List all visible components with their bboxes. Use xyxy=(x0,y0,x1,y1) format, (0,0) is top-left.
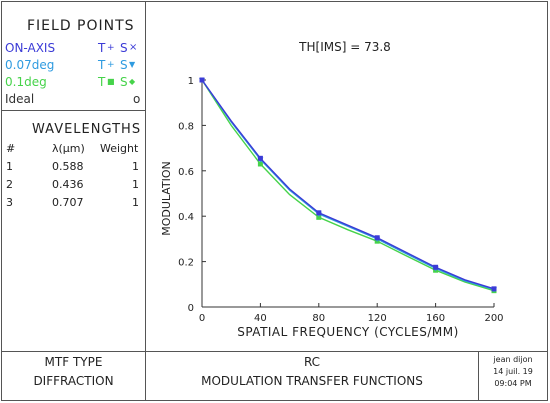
design-name: RC xyxy=(303,355,321,369)
y-tick-label: 0 xyxy=(188,303,194,314)
series-point-2 xyxy=(316,214,322,220)
wavelength-row-weight: 1 xyxy=(132,196,139,209)
wavelength-row-lambda: 0.436 xyxy=(52,178,84,191)
y-tick-label: 0.6 xyxy=(178,167,194,178)
legend-label-on-axis: ON-AXIS xyxy=(5,41,56,55)
legend-s-0-1deg: S xyxy=(120,75,128,89)
series-point-0 xyxy=(316,210,322,216)
legend-s-0-07deg: S xyxy=(120,58,128,72)
legend-s-marker-0-07deg: ▼ xyxy=(129,60,136,69)
wavelengths-col-num: # xyxy=(6,142,16,155)
x-tick-label: 200 xyxy=(484,313,503,324)
y-tick-label: 1 xyxy=(188,76,194,87)
series-point-2 xyxy=(257,161,263,167)
x-tick-label: 0 xyxy=(199,313,205,324)
footer-date: 14 juil. 19 xyxy=(493,367,533,376)
footer-user: jean dijon xyxy=(493,355,533,364)
y-tick-label: 0.8 xyxy=(178,121,194,132)
series-point-0 xyxy=(433,264,439,270)
series-line-0 xyxy=(201,79,495,290)
legend-t-on-axis: T xyxy=(98,41,106,55)
mtf-type-label: MTF TYPE xyxy=(44,355,103,369)
series-point-0 xyxy=(374,235,380,241)
legend-label-0-1deg: 0.1deg xyxy=(5,75,47,89)
x-axis-label: SPATIAL FREQUENCY (CYCLES/MM) xyxy=(237,325,459,339)
series-line-2 xyxy=(201,79,495,292)
field-points-box xyxy=(1,1,146,111)
x-tick-label: 120 xyxy=(368,313,387,324)
x-tick-label: 40 xyxy=(254,313,267,324)
legend-s-marker-0-1deg: ◆ xyxy=(129,77,136,86)
plot-title: MODULATION TRANSFER FUNCTIONS xyxy=(201,374,423,388)
wavelength-row-weight: 1 xyxy=(132,160,139,173)
footer-time: 09:04 PM xyxy=(494,379,532,388)
wavelength-row-num: 2 xyxy=(6,178,13,191)
wavelength-row-num: 3 xyxy=(6,196,13,209)
wavelengths-col-weight: Weight xyxy=(100,142,139,155)
chart-title: TH[IMS] = 73.8 xyxy=(298,40,391,54)
y-tick-label: 0.4 xyxy=(178,212,194,223)
legend-t-marker-0-07deg: + xyxy=(107,60,115,70)
wavelength-row-weight: 1 xyxy=(132,178,139,191)
wavelength-row-lambda: 0.707 xyxy=(52,196,84,209)
legend-label-0-07deg: 0.07deg xyxy=(5,58,55,72)
footer-left-cell xyxy=(1,351,146,401)
series-point-0 xyxy=(257,155,263,161)
legend-t-0-1deg: T xyxy=(98,75,106,89)
footer-right-cell xyxy=(478,351,548,401)
x-tick-label: 160 xyxy=(426,313,445,324)
series-point-0 xyxy=(491,286,497,292)
legend-t-marker-on-axis: + xyxy=(107,43,115,53)
legend-t-0-07deg: T xyxy=(98,58,106,72)
field-points-header: FIELD POINTS xyxy=(27,18,135,34)
wavelength-row-num: 1 xyxy=(6,160,13,173)
legend-s-marker-on-axis: × xyxy=(129,42,138,53)
y-axis-label: MODULATION xyxy=(160,161,173,236)
wavelengths-col-lambda: λ(μm) xyxy=(52,142,85,155)
mtf-type-value: DIFFRACTION xyxy=(33,374,114,388)
wavelength-row-lambda: 0.588 xyxy=(52,160,84,173)
x-tick-label: 80 xyxy=(312,313,325,324)
legend-ideal-marker: o xyxy=(133,92,141,106)
series-point-0 xyxy=(199,77,205,83)
legend-label-ideal: Ideal xyxy=(5,92,35,106)
legend-t-marker-0-1deg: ■ xyxy=(107,77,115,86)
y-tick-label: 0.2 xyxy=(178,258,194,269)
legend-s-on-axis: S xyxy=(120,41,128,55)
series-line-1 xyxy=(201,79,495,291)
wavelengths-header: WAVELENGTHS xyxy=(32,122,142,137)
